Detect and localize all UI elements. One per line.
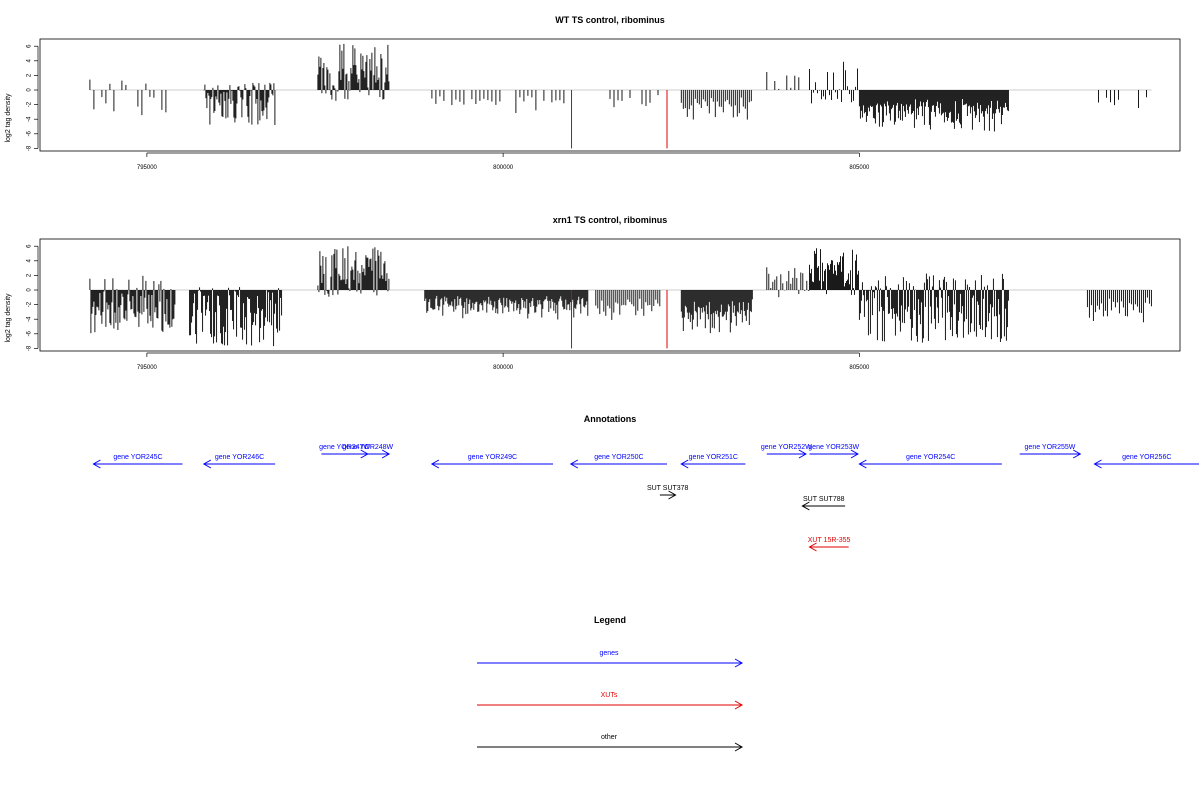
legend-item: XUTs	[477, 692, 744, 710]
arrow-head	[734, 658, 744, 668]
y-tick-label: 0	[27, 88, 33, 92]
arrow-head	[569, 459, 579, 469]
arrow-head	[801, 501, 810, 511]
arrow-head	[92, 459, 101, 469]
annotations-title: Annotations	[584, 414, 637, 424]
y-tick-label: 0	[27, 288, 33, 292]
y-tick-label: -2	[27, 301, 33, 307]
feature-label: gene YOR253W	[808, 444, 859, 451]
x-tick-label: 800000	[493, 165, 514, 171]
arrow-head	[1093, 459, 1102, 469]
legend-label: genes	[599, 650, 619, 657]
annotation-feature: gene YOR253W	[808, 444, 860, 459]
annotation-feature: gene YOR245C	[92, 454, 183, 469]
annotation-feature: gene YOR249C	[430, 454, 553, 469]
annotation-feature: gene YOR252W	[761, 444, 812, 459]
arrow-head	[680, 459, 689, 469]
plot-frame	[39, 38, 1181, 152]
annotation-feature: gene YOR246C	[202, 454, 276, 469]
annotation-feature: SUT SUT378	[647, 485, 689, 500]
x-tick-label: 795000	[137, 165, 158, 171]
xrn1-density-panel: xrn1 TS control, ribominus log2 tag dens…	[5, 215, 1181, 371]
arrow-head	[734, 742, 744, 752]
chart-title: xrn1 TS control, ribominus	[553, 215, 668, 225]
y-axis-label: log2 tag density	[5, 293, 12, 343]
legend-item: other	[477, 734, 744, 752]
y-tick-label: -6	[27, 130, 33, 136]
x-tick-label: 805000	[849, 365, 870, 371]
y-axis: 6 4 2 0 -2 -4 -6 -8	[27, 244, 39, 351]
y-tick-label: -2	[27, 101, 33, 107]
arrow-head	[808, 542, 817, 552]
y-tick-label: -4	[27, 116, 33, 122]
arrow-head	[668, 490, 677, 500]
arrow-head	[798, 449, 807, 459]
density-bars	[89, 43, 1152, 149]
arrow-head	[734, 700, 744, 710]
y-tick-label: 2	[27, 273, 33, 277]
y-tick-label: -4	[27, 316, 33, 322]
feature-label: XUT 15R-355	[808, 537, 851, 544]
arrow-head	[1073, 449, 1082, 459]
chart-title: WT TS control, ribominus	[555, 15, 665, 25]
x-tick-label: 805000	[849, 165, 870, 171]
legend-items: genes XUTs other	[477, 650, 744, 752]
y-tick-label: 6	[27, 44, 33, 48]
legend-label: other	[601, 734, 618, 741]
annotation-feature: gene YOR248W	[342, 444, 394, 459]
feature-label: gene YOR252W	[761, 444, 812, 451]
plot-frame	[39, 238, 1181, 352]
feature-label: SUT SUT378	[647, 485, 689, 492]
feature-label: gene YOR254C	[906, 454, 955, 461]
y-tick-label: -8	[27, 145, 33, 151]
y-tick-label: 2	[27, 73, 33, 77]
arrow-head	[381, 449, 391, 459]
x-tick-label: 795000	[137, 365, 158, 371]
arrow-head	[202, 459, 212, 469]
feature-label: gene YOR249C	[468, 454, 517, 461]
feature-label: gene YOR250C	[594, 454, 643, 461]
feature-label: gene YOR251C	[689, 454, 738, 461]
feature-label: gene YOR246C	[215, 454, 264, 461]
feature-label: gene YOR247W	[319, 444, 370, 451]
annotation-feature: XUT 15R-355	[808, 537, 851, 552]
y-axis-label: log2 tag density	[5, 93, 12, 143]
y-tick-label: -8	[27, 345, 33, 351]
x-axis: 795000 800000 805000	[137, 352, 870, 371]
feature-label: gene YOR248W	[342, 444, 393, 451]
annotation-feature: gene YOR250C	[569, 454, 667, 469]
y-axis: 6 4 2 0 -2 -4 -6 -8	[27, 44, 39, 151]
wt-density-panel: WT TS control, ribominus log2 tag densit…	[5, 15, 1181, 171]
annotation-feature: SUT SUT788	[801, 496, 846, 511]
legend-item: genes	[477, 650, 744, 668]
y-tick-label: 6	[27, 244, 33, 248]
legend: Legend genes XUTs other	[477, 615, 744, 752]
feature-label: gene YOR255W	[1025, 444, 1076, 451]
legend-label: XUTs	[601, 692, 618, 699]
density-bars	[89, 246, 1152, 349]
annotation-feature: gene YOR254C	[858, 454, 1002, 469]
x-axis: 795000 800000 805000	[137, 152, 870, 171]
arrow-head	[430, 459, 440, 469]
annotations-track: Annotations gene YOR245C gene YOR246C gene…	[92, 414, 1199, 552]
y-tick-label: 4	[27, 58, 33, 62]
x-tick-label: 800000	[493, 365, 514, 371]
feature-label: SUT SUT788	[803, 496, 845, 503]
annotation-feature: gene YOR255W	[1019, 444, 1082, 459]
feature-label: gene YOR245C	[113, 454, 162, 461]
y-tick-label: -6	[27, 330, 33, 336]
arrow-head	[858, 459, 867, 469]
feature-label: gene YOR256C	[1122, 454, 1171, 461]
legend-title: Legend	[594, 615, 626, 625]
annotation-feature: gene YOR256C	[1093, 454, 1199, 469]
y-tick-label: 4	[27, 258, 33, 262]
arrow-head	[850, 449, 859, 459]
annotation-feature: gene YOR251C	[680, 454, 746, 469]
